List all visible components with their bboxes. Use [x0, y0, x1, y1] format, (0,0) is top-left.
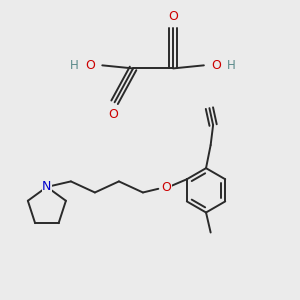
- Text: O: O: [211, 59, 221, 72]
- Text: H: H: [227, 59, 236, 72]
- Text: O: O: [85, 59, 95, 72]
- Text: O: O: [161, 181, 171, 194]
- Text: H: H: [70, 59, 79, 72]
- Text: O: O: [108, 108, 118, 121]
- Text: N: N: [42, 180, 52, 194]
- Text: O: O: [168, 10, 178, 22]
